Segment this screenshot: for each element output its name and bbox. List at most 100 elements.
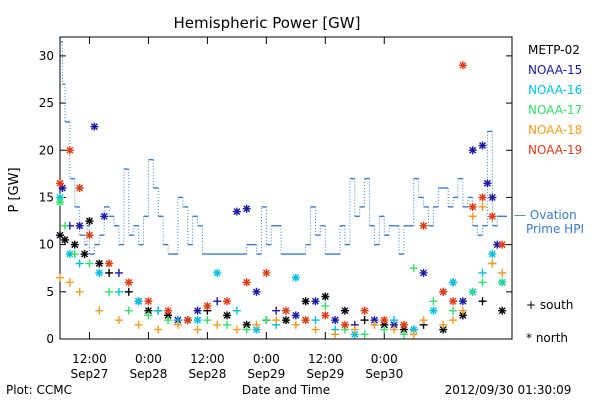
south-marker-noaa-17 [360,330,369,339]
legend-north: * north [526,331,568,345]
north-marker-noaa-15 [370,316,379,325]
satellite-markers [56,61,507,339]
south-marker-noaa-16 [154,306,163,315]
south-marker-metp-02 [124,287,133,296]
north-marker-noaa-15 [291,311,300,320]
north-marker-noaa-19 [360,306,369,315]
north-marker-noaa-19 [223,297,232,306]
legend-entry: NOAA-18 [528,123,582,137]
north-marker-noaa-15 [311,297,320,306]
north-marker-noaa-19 [56,179,64,188]
south-marker-noaa-15 [272,306,281,315]
north-marker-metp-02 [439,325,448,334]
south-marker-noaa-18 [114,316,123,325]
north-marker-metp-02 [80,250,89,259]
north-marker-noaa-15 [458,297,467,306]
south-marker-noaa-17 [144,311,153,320]
north-marker-noaa-15 [232,207,241,216]
south-marker-noaa-15 [213,297,222,306]
north-marker-noaa-19 [498,240,507,249]
south-marker-noaa-17 [380,325,389,334]
south-marker-noaa-18 [272,316,281,325]
x-tick-label: 0:00 [371,352,398,366]
north-marker-noaa-19 [458,61,467,70]
north-marker-metp-02 [60,235,69,244]
footer-timestamp: 2012/09/30 01:30:09 [445,383,572,397]
north-marker-noaa-15 [419,268,428,277]
north-marker-noaa-19 [85,231,94,240]
north-marker-noaa-19 [183,316,192,325]
south-marker-noaa-18 [488,259,497,268]
x-tick-date-label: Sep27 [71,367,109,381]
north-marker-noaa-15 [242,204,251,213]
north-marker-noaa-19 [65,146,74,155]
north-marker-noaa-19 [75,184,84,192]
south-marker-noaa-18 [232,325,241,334]
north-marker-noaa-15 [193,306,202,315]
legend-entry: NOAA-16 [528,83,582,97]
legend: METP-02 NOAA-15 NOAA-16 NOAA-17 NOAA-18 NOAA-… [514,43,584,345]
south-marker-noaa-18 [75,287,84,296]
x-axis-label: Date and Time [242,383,330,397]
south-marker-noaa-18 [213,320,222,329]
north-marker-noaa-19 [203,301,212,310]
south-marker-noaa-17 [468,287,477,296]
north-marker-noaa-17 [56,198,64,207]
north-marker-noaa-15 [331,316,340,325]
x-tick-date-label: Sep29 [247,367,285,381]
north-marker-metp-02 [70,240,79,249]
south-marker-noaa-18 [154,325,163,334]
y-tick-label: 30 [39,49,54,63]
ovation-series [60,41,508,255]
north-marker-noaa-19 [468,202,477,211]
south-marker-noaa-18 [65,278,74,287]
x-tick-label: 12:00 [190,352,225,366]
y-tick-label: 20 [39,143,54,157]
north-marker-noaa-16 [213,268,222,277]
y-axis: 0 5 10 15 20 25 30 [39,49,512,346]
north-marker-noaa-19 [340,320,349,329]
north-marker-noaa-16 [134,297,143,306]
south-marker-noaa-16 [478,268,487,277]
north-marker-noaa-19 [439,287,448,296]
south-marker-noaa-18 [56,273,64,282]
south-marker-noaa-17 [262,316,271,325]
north-marker-noaa-16 [488,250,497,259]
x-tick-date-label: Sep28 [188,367,226,381]
legend-ovation-line1: — Ovation [514,208,577,222]
south-marker-noaa-18 [173,320,182,329]
north-marker-noaa-19 [282,306,290,315]
south-marker-noaa-18 [311,325,320,334]
south-marker-noaa-18 [95,306,104,315]
north-marker-noaa-19 [449,297,458,306]
y-tick-label: 10 [39,238,54,252]
south-marker-noaa-17 [478,278,487,287]
south-marker-noaa-17 [85,259,94,268]
south-marker-noaa-18 [409,330,418,339]
north-marker-noaa-19 [105,259,114,268]
south-marker-noaa-17 [124,306,133,315]
south-marker-metp-02 [478,297,487,306]
south-marker-noaa-17 [70,250,79,259]
south-marker-noaa-18 [468,212,477,221]
legend-entry: NOAA-15 [528,63,582,77]
south-marker-noaa-17 [321,301,330,310]
x-tick-date-label: Sep28 [129,367,167,381]
x-tick-label: 12:00 [72,352,107,366]
x-tick-date-label: Sep30 [365,367,403,381]
north-marker-noaa-19 [380,316,389,325]
chart-title: Hemispheric Power [GW] [174,14,361,32]
south-marker-noaa-17 [164,316,173,325]
south-marker-noaa-17 [409,264,418,273]
south-marker-noaa-17 [60,221,69,230]
north-marker-metp-02 [340,306,349,315]
north-marker-noaa-16 [449,278,458,287]
y-tick-label: 0 [46,332,54,346]
y-tick-label: 5 [46,285,54,299]
legend-entry: NOAA-17 [528,103,582,117]
x-tick-label: 12:00 [308,352,343,366]
south-marker-noaa-17 [203,316,212,325]
south-marker-noaa-17 [449,306,458,315]
north-marker-metp-02 [321,292,330,301]
north-marker-noaa-19 [301,316,310,325]
